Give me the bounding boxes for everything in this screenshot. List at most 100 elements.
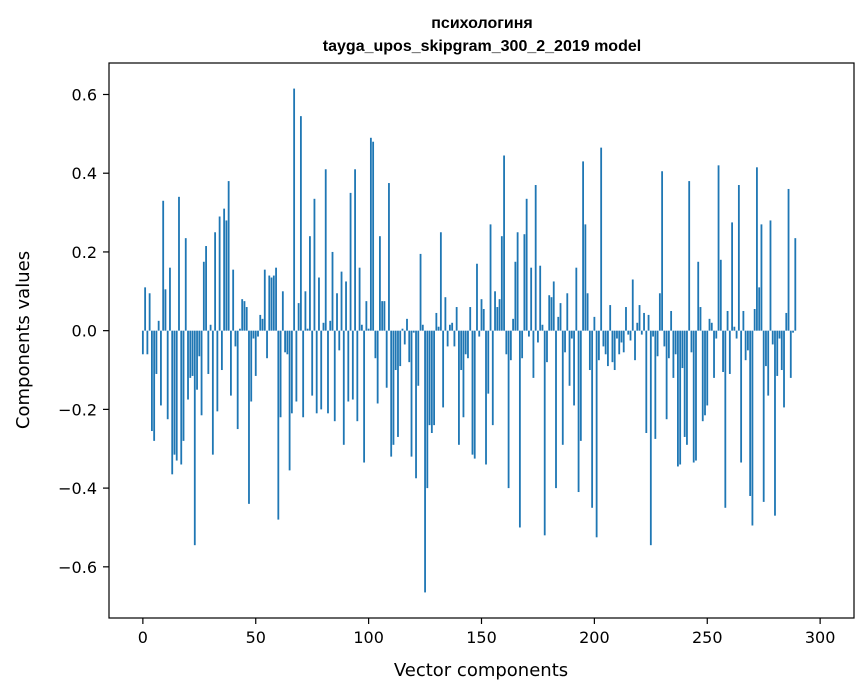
bar xyxy=(523,234,526,331)
bar xyxy=(360,324,363,331)
bar xyxy=(227,181,230,331)
bar xyxy=(537,330,539,343)
bar xyxy=(719,259,722,331)
bar xyxy=(597,330,600,361)
bar xyxy=(390,330,393,457)
bar xyxy=(690,330,693,353)
bar xyxy=(460,330,463,371)
bar xyxy=(347,330,350,402)
bar xyxy=(381,301,384,331)
bar xyxy=(281,291,284,331)
bar xyxy=(532,330,535,378)
bar xyxy=(412,330,415,333)
bar xyxy=(155,330,158,374)
bar xyxy=(313,198,316,331)
bar xyxy=(751,330,754,526)
bar xyxy=(573,330,575,406)
bar xyxy=(184,238,187,331)
bar xyxy=(424,330,426,593)
bar xyxy=(728,330,731,374)
bar xyxy=(771,330,774,345)
bar xyxy=(618,330,621,355)
bar xyxy=(315,330,318,414)
bar xyxy=(695,330,697,461)
plot-frame xyxy=(108,62,855,619)
bar xyxy=(767,330,770,396)
x-tick-label: 150 xyxy=(466,628,497,647)
bar xyxy=(670,310,673,331)
bar xyxy=(245,307,248,331)
bar xyxy=(609,305,612,331)
bar xyxy=(778,330,781,339)
bar xyxy=(218,216,221,331)
bar xyxy=(223,208,226,331)
bar xyxy=(401,328,404,331)
bar xyxy=(286,330,289,355)
bar xyxy=(324,169,327,331)
bar xyxy=(331,251,334,331)
bar xyxy=(485,330,487,465)
bar xyxy=(697,261,700,331)
bar xyxy=(692,330,695,463)
bar xyxy=(153,330,156,441)
bar xyxy=(211,330,214,455)
bar xyxy=(586,293,589,331)
bar xyxy=(234,330,237,347)
y-tick-label: 0.0 xyxy=(72,322,97,341)
bar xyxy=(514,261,517,331)
bar xyxy=(593,316,596,331)
bar xyxy=(243,301,246,331)
bar xyxy=(293,88,296,331)
bar xyxy=(336,293,338,331)
bar xyxy=(351,330,354,400)
x-tick-label: 250 xyxy=(692,628,723,647)
bar xyxy=(528,330,530,337)
bar xyxy=(543,330,546,536)
bar xyxy=(658,293,661,331)
bar xyxy=(582,161,584,331)
bar xyxy=(681,330,684,369)
bar xyxy=(636,322,639,331)
y-tick-label: −0.6 xyxy=(58,558,97,577)
bar xyxy=(284,330,286,353)
bar xyxy=(665,330,668,420)
bar xyxy=(200,330,203,416)
bar xyxy=(559,303,562,331)
bar xyxy=(257,330,259,337)
bar xyxy=(182,330,185,441)
bar xyxy=(756,167,758,331)
bar xyxy=(144,287,147,331)
bar xyxy=(649,330,652,546)
bar xyxy=(187,330,189,400)
bar xyxy=(327,330,329,414)
bar xyxy=(169,267,171,331)
bar xyxy=(478,330,481,337)
bar xyxy=(656,330,659,357)
bar xyxy=(602,330,605,347)
bar xyxy=(322,322,325,331)
bar xyxy=(295,330,298,402)
bar xyxy=(794,238,797,331)
x-tick-label: 300 xyxy=(805,628,836,647)
bar xyxy=(164,289,167,331)
bar xyxy=(408,330,411,363)
bar xyxy=(374,330,377,359)
bar xyxy=(611,330,614,363)
bar xyxy=(555,330,557,489)
bar xyxy=(209,324,212,331)
bar xyxy=(667,330,670,359)
bar xyxy=(534,185,537,331)
bar xyxy=(735,330,738,339)
bar xyxy=(686,330,688,445)
bar xyxy=(225,220,228,331)
bar xyxy=(304,291,307,331)
bar xyxy=(674,330,677,355)
bar xyxy=(166,330,169,420)
bar xyxy=(415,330,417,479)
bar xyxy=(507,330,510,489)
bar xyxy=(512,318,515,331)
bar xyxy=(403,330,406,345)
bar xyxy=(607,330,609,367)
bar xyxy=(394,330,397,371)
